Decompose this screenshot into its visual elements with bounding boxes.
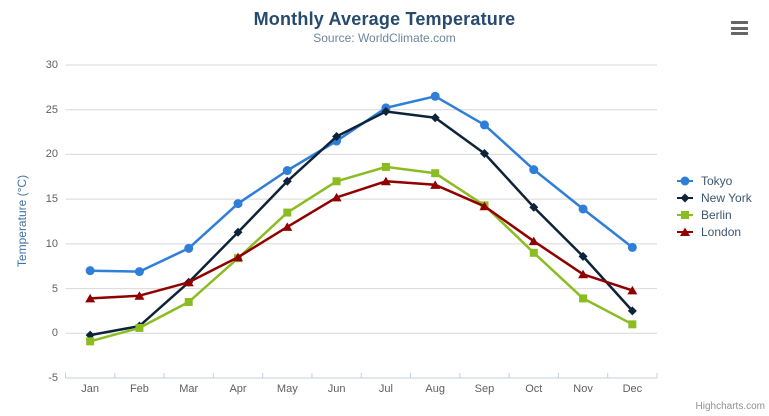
x-axis-label-mar: Mar bbox=[179, 383, 199, 395]
data-point-new-york-may[interactable] bbox=[282, 176, 292, 186]
y-axis-label: 10 bbox=[45, 237, 58, 250]
data-point-tokyo-mar[interactable] bbox=[184, 243, 194, 253]
data-point-new-york-nov[interactable] bbox=[578, 251, 588, 261]
data-point-tokyo-dec[interactable] bbox=[627, 242, 637, 252]
data-point-berlin-jun[interactable] bbox=[332, 177, 341, 186]
data-point-berlin-jul[interactable] bbox=[381, 162, 390, 171]
data-point-london-feb[interactable] bbox=[134, 291, 145, 300]
x-axis-label-jan: Jan bbox=[81, 383, 100, 395]
data-point-london-nov[interactable] bbox=[578, 269, 589, 279]
data-point-new-york-jan[interactable] bbox=[85, 330, 95, 340]
legend: Tokyo New York Berlin London bbox=[676, 172, 752, 240]
y-axis-label: 5 bbox=[51, 282, 58, 295]
data-point-london-jun[interactable] bbox=[331, 192, 342, 202]
data-point-berlin-nov[interactable] bbox=[579, 294, 588, 303]
legend-item-label: London bbox=[701, 224, 742, 239]
data-point-london-jan[interactable] bbox=[85, 293, 96, 303]
export-menu-button[interactable] bbox=[731, 21, 749, 35]
legend-item-label: Tokyo bbox=[701, 173, 733, 188]
data-point-new-york-dec[interactable] bbox=[627, 306, 637, 316]
data-point-tokyo-sep[interactable] bbox=[479, 120, 489, 130]
y-axis-label: -5 bbox=[48, 372, 58, 384]
x-axis-label-jul: Jul bbox=[378, 383, 393, 395]
data-point-london-sep[interactable] bbox=[479, 201, 490, 211]
hamburger-icon bbox=[731, 26, 748, 30]
legend-item-label: New York bbox=[701, 190, 752, 205]
hamburger-icon bbox=[731, 21, 748, 24]
series-line-new-york[interactable] bbox=[88, 110, 634, 337]
legend-circle-icon bbox=[677, 176, 693, 185]
y-axis-label: 15 bbox=[45, 193, 58, 206]
data-point-london-oct[interactable] bbox=[528, 236, 539, 246]
x-axis-label-apr: Apr bbox=[229, 383, 247, 395]
data-point-london-apr[interactable] bbox=[233, 252, 244, 262]
hamburger-icon bbox=[731, 32, 748, 35]
data-point-london-may[interactable] bbox=[282, 222, 293, 231]
legend-item-label: Berlin bbox=[701, 207, 732, 222]
series-line-tokyo[interactable] bbox=[88, 95, 634, 273]
chart-subtitle: Source: WorldClimate.com bbox=[313, 31, 456, 45]
x-axis-label-may: May bbox=[276, 383, 298, 395]
y-axis-label: 30 bbox=[45, 59, 58, 71]
data-point-new-york-jun[interactable] bbox=[332, 132, 342, 142]
data-point-london-jul[interactable] bbox=[380, 176, 391, 186]
series-line-london[interactable] bbox=[88, 180, 634, 300]
y-axis-label: 0 bbox=[51, 327, 58, 340]
data-point-new-york-oct[interactable] bbox=[529, 202, 539, 212]
chart-title: Monthly Average Temperature bbox=[253, 9, 516, 29]
legend-square-icon bbox=[677, 210, 693, 219]
data-point-tokyo-nov[interactable] bbox=[578, 204, 588, 214]
data-point-berlin-may[interactable] bbox=[283, 208, 292, 217]
data-point-new-york-jul[interactable] bbox=[381, 107, 391, 117]
data-point-berlin-aug[interactable] bbox=[431, 169, 440, 178]
legend-item-berlin[interactable]: Berlin bbox=[676, 206, 752, 223]
data-point-berlin-jan[interactable] bbox=[86, 337, 95, 346]
data-point-tokyo-feb[interactable] bbox=[134, 267, 144, 277]
data-point-tokyo-jan[interactable] bbox=[85, 266, 95, 276]
x-axis-label-sep: Sep bbox=[474, 383, 495, 395]
y-axis-label: 20 bbox=[45, 148, 58, 161]
data-point-tokyo-oct[interactable] bbox=[529, 165, 539, 175]
data-point-new-york-aug[interactable] bbox=[430, 113, 440, 123]
legend-diamond-icon bbox=[677, 193, 693, 202]
data-point-berlin-feb[interactable] bbox=[135, 323, 144, 332]
x-axis-label-dec: Dec bbox=[622, 383, 643, 395]
data-point-tokyo-may[interactable] bbox=[282, 166, 292, 176]
x-axis-label-oct: Oct bbox=[525, 383, 543, 395]
data-point-new-york-sep[interactable] bbox=[479, 149, 489, 159]
legend-item-tokyo[interactable]: Tokyo bbox=[676, 172, 752, 189]
data-point-london-aug[interactable] bbox=[430, 180, 441, 189]
data-point-london-dec[interactable] bbox=[627, 285, 638, 295]
series-line-berlin[interactable] bbox=[88, 165, 634, 343]
x-axis-label-jun: Jun bbox=[327, 383, 346, 395]
x-axis-label-aug: Aug bbox=[425, 383, 445, 395]
x-axis-label-feb: Feb bbox=[129, 383, 149, 395]
data-point-berlin-mar[interactable] bbox=[184, 297, 193, 306]
highcharts-credit-link[interactable]: Highcharts.com bbox=[695, 401, 765, 412]
y-axis-label: 25 bbox=[45, 103, 58, 116]
legend-item-new-york[interactable]: New York bbox=[676, 189, 752, 206]
data-point-berlin-dec[interactable] bbox=[628, 320, 637, 329]
legend-triangle-icon bbox=[677, 227, 693, 236]
data-point-tokyo-apr[interactable] bbox=[233, 199, 243, 209]
data-point-berlin-oct[interactable] bbox=[529, 248, 538, 257]
data-point-new-york-apr[interactable] bbox=[233, 227, 243, 237]
x-axis-label-nov: Nov bbox=[573, 383, 593, 395]
data-point-tokyo-aug[interactable] bbox=[430, 91, 440, 101]
data-point-london-mar[interactable] bbox=[183, 277, 194, 287]
legend-item-london[interactable]: London bbox=[676, 223, 752, 240]
